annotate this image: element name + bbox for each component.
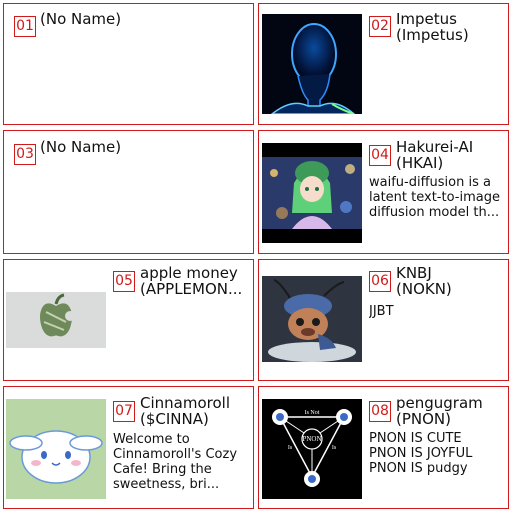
diagram-label-is-left: Is bbox=[288, 445, 293, 451]
token-card-07[interactable]: 07 Cinnamoroll ($CINNA) Welcome to Cinna… bbox=[3, 386, 254, 509]
card-number: 02 bbox=[369, 16, 391, 37]
token-description: JJBT bbox=[369, 304, 394, 319]
token-title: Cinnamoroll ($CINNA) bbox=[140, 395, 230, 427]
token-card-05[interactable]: 05 apple money (APPLEMON... bbox=[3, 259, 254, 381]
token-title: Impetus (Impetus) bbox=[396, 11, 469, 43]
card-number: 01 bbox=[14, 16, 36, 37]
apple-money-image bbox=[6, 292, 106, 348]
token-description: PNON IS CUTE PNON IS JOYFUL PNON IS pudg… bbox=[369, 431, 473, 476]
diagram-label-is-not: Is Not bbox=[305, 410, 320, 416]
token-description: Welcome to Cinnamoroll's Cozy Cafe! Brin… bbox=[113, 432, 238, 492]
token-title: pengugram (PNON) bbox=[396, 395, 483, 427]
diagram-label-pnon: PNON bbox=[302, 435, 321, 443]
card-number: 05 bbox=[113, 271, 135, 292]
token-description: waifu-diffusion is a latent text-to-imag… bbox=[369, 175, 500, 220]
pnon-diagram-image: Is Not PNON Is Is bbox=[262, 399, 362, 499]
diagram-label-is-right: Is bbox=[332, 445, 337, 451]
card-number: 04 bbox=[369, 145, 391, 166]
token-card-02[interactable]: 02 Impetus (Impetus) bbox=[258, 3, 509, 125]
token-title: (No Name) bbox=[40, 139, 122, 155]
card-number: 07 bbox=[113, 401, 135, 422]
token-card-03[interactable]: 03 (No Name) bbox=[3, 130, 254, 254]
token-title: apple money (APPLEMON... bbox=[140, 265, 243, 297]
token-card-08[interactable]: Is Not PNON Is Is 08 pengugram (PNON) PN… bbox=[258, 386, 509, 509]
cinnamoroll-image bbox=[6, 399, 106, 499]
token-card-01[interactable]: 01 (No Name) bbox=[3, 3, 254, 125]
token-title: (No Name) bbox=[40, 11, 122, 27]
anime-girl-image bbox=[262, 143, 362, 243]
card-number: 08 bbox=[369, 401, 391, 422]
token-title: Hakurei-AI (HKAI) bbox=[396, 139, 474, 171]
token-title: KNBJ (NOKN) bbox=[396, 265, 452, 297]
token-card-06[interactable]: 06 KNBJ (NOKN) JJBT bbox=[258, 259, 509, 381]
pug-creature-image bbox=[262, 276, 362, 362]
token-card-04[interactable]: 04 Hakurei-AI (HKAI) waifu-diffusion is … bbox=[258, 130, 509, 254]
card-number: 06 bbox=[369, 271, 391, 292]
impetus-image bbox=[262, 14, 362, 114]
card-number: 03 bbox=[14, 144, 36, 165]
